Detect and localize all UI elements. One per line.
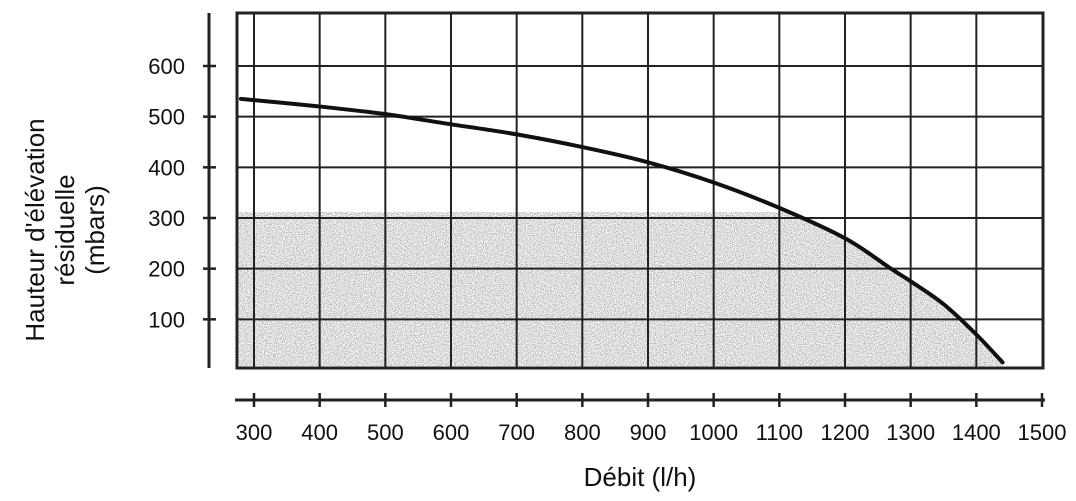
x-axis-title: Débit (l/h) — [584, 462, 697, 492]
x-tick-label: 1300 — [886, 420, 935, 445]
x-tick-label: 400 — [301, 420, 338, 445]
x-tick-label: 1000 — [689, 420, 738, 445]
x-axis: 300 400 500 600 700 800 900 1000 1100 1200 1300 140… — [235, 393, 1066, 445]
grid — [235, 11, 1045, 370]
x-tick-label: 600 — [433, 420, 470, 445]
plot-frame — [235, 11, 1045, 370]
y-tick-label: 100 — [148, 307, 185, 332]
y-axis-title-line-1: Hauteur d'élévation — [20, 118, 50, 341]
x-tick-label: 800 — [564, 420, 601, 445]
y-tick-label: 600 — [148, 54, 185, 79]
x-tick-label: 1500 — [1018, 420, 1067, 445]
y-tick-label: 500 — [148, 105, 185, 130]
y-axis-title-line-3: (mbars) — [80, 185, 110, 275]
y-axis-title: Hauteur d'élévation résiduelle (mbars) — [20, 118, 110, 341]
x-tick-label: 1100 — [756, 420, 803, 445]
y-axis: 100 200 300 400 500 600 — [148, 13, 216, 368]
series-line — [238, 96, 1005, 365]
x-tick-label: 500 — [367, 420, 404, 445]
x-tick-label: 1200 — [821, 420, 870, 445]
x-tick-label: 1400 — [952, 420, 1001, 445]
x-tick-label: 300 — [236, 420, 273, 445]
y-tick-label: 300 — [148, 206, 185, 231]
x-tick-label: 700 — [498, 420, 535, 445]
y-axis-title-line-2: résiduelle — [50, 174, 80, 285]
x-tick-label: 900 — [630, 420, 667, 445]
y-tick-label: 400 — [148, 155, 185, 180]
y-tick-label: 200 — [148, 257, 185, 282]
